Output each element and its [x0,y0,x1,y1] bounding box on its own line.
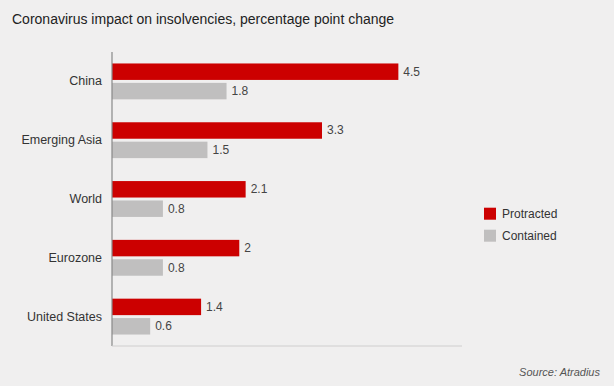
y-tick-label: China [69,74,102,88]
chart: Coronavirus impact on insolvencies, perc… [0,0,614,386]
annotation: Source: Atradius [519,366,600,378]
data-label: 4.5 [403,65,420,79]
data-label: 0.8 [168,261,185,275]
legend-swatch [484,208,496,220]
bar [112,259,163,275]
bar [112,122,322,138]
y-axis-line [111,52,112,346]
data-label: 0.6 [155,319,172,333]
y-tick-label: United States [27,310,102,324]
x-axis-line [112,346,462,347]
data-label: 1.4 [206,300,223,314]
legend-label: Protracted [502,207,557,221]
chart-container: Coronavirus impact on insolvencies, perc… [0,0,614,386]
legend-swatch [484,230,496,242]
data-label: 2.1 [251,182,268,196]
data-label: 0.8 [168,202,185,216]
bar [112,181,246,197]
data-label: 3.3 [327,123,344,137]
data-label: 1.8 [232,84,249,98]
bar [112,299,201,315]
y-tick-label: Eurozone [48,251,102,265]
y-tick-label: Emerging Asia [21,133,102,147]
bars [112,63,398,334]
title: Coronavirus impact on insolvencies, perc… [12,11,394,27]
background [0,0,614,386]
bar [112,200,163,216]
bar [112,318,150,334]
data-labels: 1.4 2 2.1 3.3 4.5 0.6 0.8 0.8 1.5 1.8 [155,65,420,334]
legend-label: Contained [502,229,557,243]
bar [112,63,398,79]
legend: Protracted Contained [484,207,557,243]
y-tick-label: World [70,192,102,206]
bar [112,240,239,256]
data-label: 2 [244,241,251,255]
data-label: 1.5 [212,143,229,157]
bar [112,83,227,99]
bar [112,142,207,158]
